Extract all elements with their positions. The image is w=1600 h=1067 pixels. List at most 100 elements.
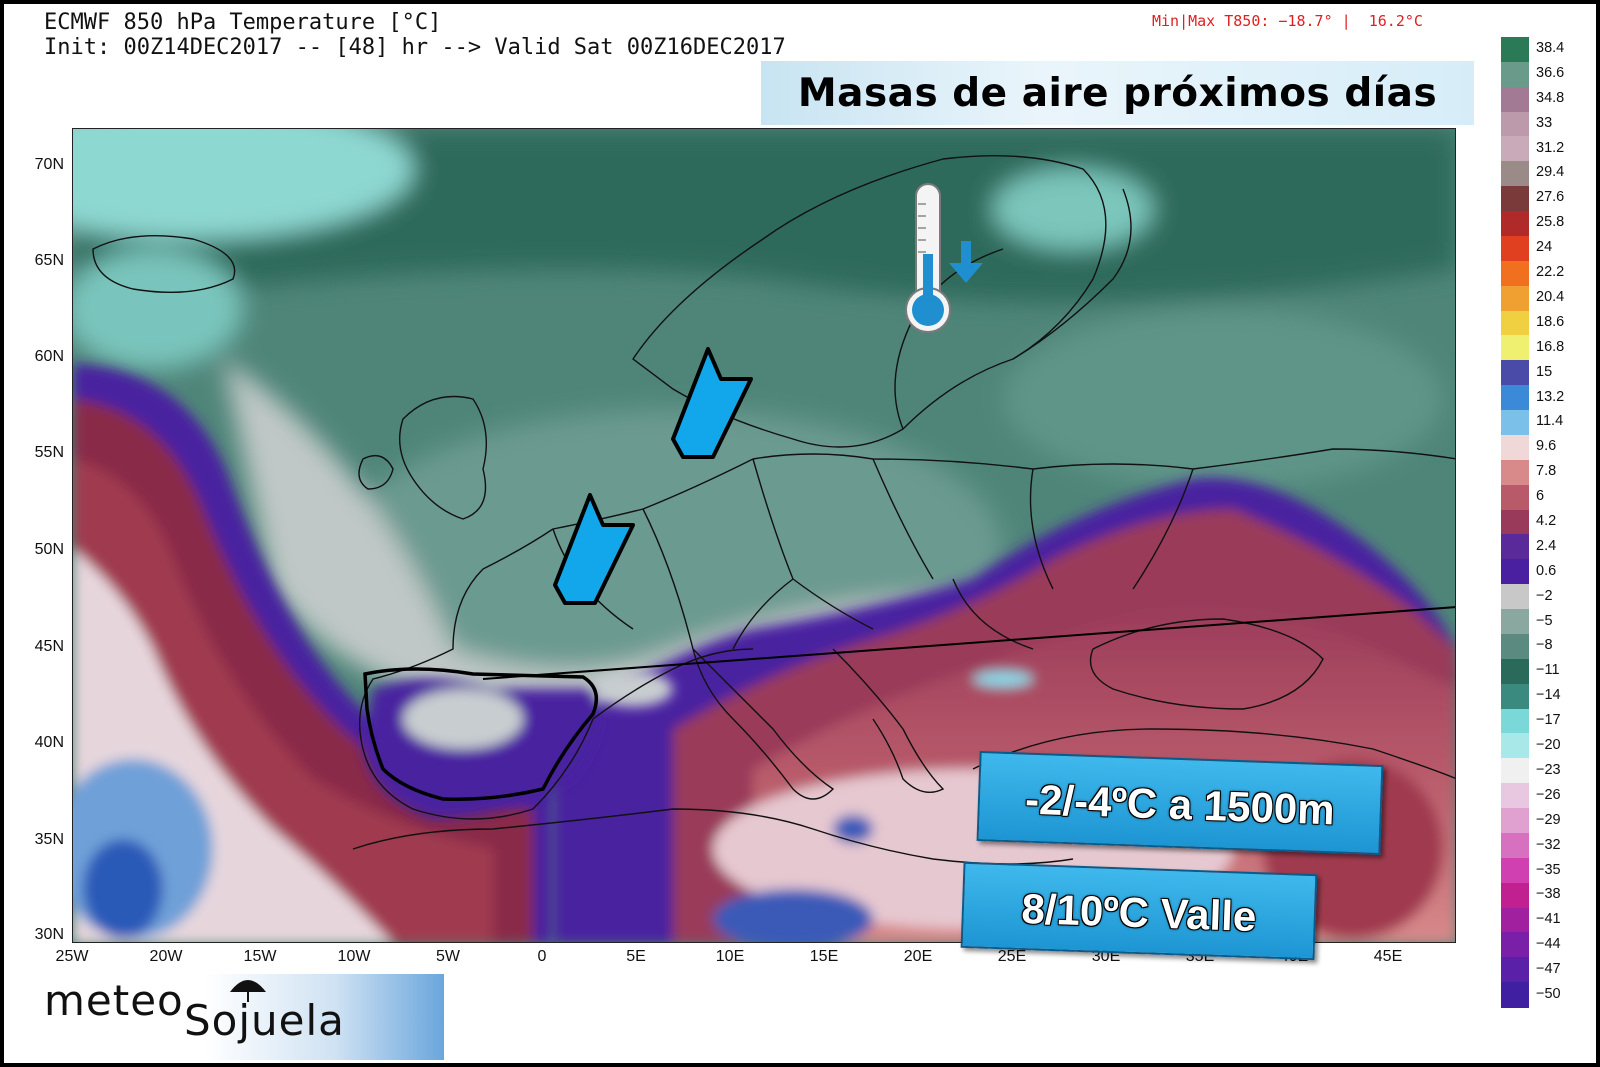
map-figure: ECMWF 850 hPa Temperature [°C] Init: 00Z… xyxy=(4,4,1596,1063)
lon-label: 0 xyxy=(537,948,547,965)
colorbar-swatch xyxy=(1501,733,1529,759)
lon-label: 20E xyxy=(903,948,933,965)
colorbar-label: −50 xyxy=(1536,986,1561,1002)
umbrella-icon xyxy=(230,980,266,1002)
colorbar-label: −8 xyxy=(1536,637,1553,654)
colorbar-label: −41 xyxy=(1536,911,1561,928)
colorbar-swatch xyxy=(1501,186,1529,212)
colorbar-swatch xyxy=(1501,161,1529,187)
lon-label: 15E xyxy=(809,948,839,965)
colorbar-label: 9.6 xyxy=(1536,438,1557,455)
colorbar-swatch xyxy=(1501,285,1529,312)
logo-text-meteo: meteo xyxy=(44,976,184,1025)
lon-label: 10W xyxy=(337,948,371,965)
colorbar-swatch xyxy=(1501,360,1529,386)
lat-label: 30N xyxy=(34,926,64,943)
colorbar-label: 27.6 xyxy=(1536,189,1565,206)
lat-label: 40N xyxy=(34,734,64,751)
colorbar-swatch xyxy=(1501,683,1529,710)
colorbar-label: −14 xyxy=(1536,687,1561,704)
lat-label: 50N xyxy=(34,541,64,558)
colorbar-label: 0.6 xyxy=(1536,562,1557,579)
chart-title: ECMWF 850 hPa Temperature [°C] xyxy=(44,10,442,35)
colorbar-swatch xyxy=(1501,260,1529,287)
lat-label: 65N xyxy=(34,252,64,269)
colorbar-swatch xyxy=(1501,310,1529,337)
colorbar-label: 31.2 xyxy=(1536,139,1565,156)
lat-label: 60N xyxy=(34,348,64,365)
colorbar-label: −20 xyxy=(1536,737,1561,754)
colorbar-swatch xyxy=(1501,484,1529,511)
colorbar-swatch xyxy=(1501,932,1529,958)
lat-label: 70N xyxy=(34,156,64,173)
lon-label: 20W xyxy=(149,948,183,965)
colorbar-label: 38.4 xyxy=(1536,40,1565,56)
colorbar-label: 7.8 xyxy=(1536,463,1557,480)
logo: meteo Sojuela xyxy=(10,974,444,1060)
colorbar-swatch xyxy=(1501,982,1529,1008)
colorbar-swatch xyxy=(1501,758,1529,784)
colorbar-label: 11.4 xyxy=(1536,413,1564,430)
headline-banner: Masas de aire próximos días xyxy=(761,61,1474,125)
colorbar-swatch xyxy=(1501,136,1529,162)
colorbar-swatch xyxy=(1501,633,1529,660)
colorbar-label: −5 xyxy=(1536,612,1553,629)
lat-label: 35N xyxy=(34,831,64,848)
colorbar-label: −23 xyxy=(1536,761,1561,778)
colorbar-label: 13.2 xyxy=(1536,388,1565,405)
colorbar-label: −29 xyxy=(1536,811,1561,828)
colorbar-swatch xyxy=(1501,37,1529,63)
colorbar-label: 24 xyxy=(1536,239,1553,256)
colorbar-swatch xyxy=(1501,235,1529,262)
colorbar-label: 2.4 xyxy=(1536,537,1557,554)
colorbar-label: −17 xyxy=(1536,712,1561,729)
colorbar-label: 15 xyxy=(1536,363,1553,380)
colorbar-swatch xyxy=(1501,609,1529,635)
colorbar-swatch xyxy=(1501,907,1529,933)
lon-label: 25E xyxy=(997,948,1027,965)
colorbar-swatch xyxy=(1501,335,1529,361)
headline-text: Masas de aire próximos días xyxy=(797,71,1438,116)
lon-label: 25W xyxy=(55,948,89,965)
lon-label: 5W xyxy=(436,948,460,965)
colorbar-label: 25.8 xyxy=(1536,214,1565,231)
colorbar-swatch xyxy=(1501,434,1529,461)
colorbar-label: −38 xyxy=(1536,886,1561,903)
colorbar-swatch xyxy=(1501,957,1529,983)
logo-text-sojuela: Sojuela xyxy=(184,996,345,1045)
colorbar-swatch xyxy=(1501,111,1529,138)
colorbar-swatch xyxy=(1501,410,1529,436)
colorbar-label: −32 xyxy=(1536,836,1561,853)
colorbar-label: 33 xyxy=(1536,114,1553,131)
colorbar-label: 34.8 xyxy=(1536,89,1565,106)
lon-label: 5E xyxy=(626,948,646,965)
colorbar-swatch xyxy=(1501,509,1529,536)
colorbar-swatch xyxy=(1501,385,1529,411)
down-arrow-icon xyxy=(949,241,983,283)
colorbar-swatch xyxy=(1501,857,1529,884)
lat-label: 45N xyxy=(34,638,64,655)
colorbar-swatch xyxy=(1501,808,1529,834)
colorbar-label: 18.6 xyxy=(1536,313,1565,330)
colorbar-swatch xyxy=(1501,61,1529,88)
colorbar-swatch xyxy=(1501,783,1529,809)
lon-label: 45E xyxy=(1373,948,1403,965)
thermometer-icon xyxy=(905,183,951,333)
colorbar-label: 29.4 xyxy=(1536,164,1565,181)
colorbar-label: −2 xyxy=(1536,587,1553,604)
colorbar-label: −11 xyxy=(1536,662,1560,679)
min-max-readout: Min|Max T850: −18.7° | 16.2°C xyxy=(1152,12,1423,30)
callout-valle: 8/10ºC Valle xyxy=(960,861,1318,961)
colorbar-swatch xyxy=(1501,708,1529,734)
callout-1500m: -2/-4ºC a 1500m xyxy=(976,750,1384,856)
colorbar-swatch xyxy=(1501,86,1529,113)
colorbar-swatch xyxy=(1501,534,1529,560)
colorbar-label: −47 xyxy=(1536,961,1561,978)
colorbar-swatch xyxy=(1501,559,1529,585)
chart-init-valid: Init: 00Z14DEC2017 -- [48] hr --> Valid … xyxy=(44,35,786,60)
colorbar-swatch xyxy=(1501,658,1529,685)
colorbar-label: 22.2 xyxy=(1536,264,1565,281)
colorbar-swatch xyxy=(1501,584,1529,610)
chevron-arrow-north-icon xyxy=(671,347,753,459)
colorbar-label: 6 xyxy=(1536,488,1545,505)
